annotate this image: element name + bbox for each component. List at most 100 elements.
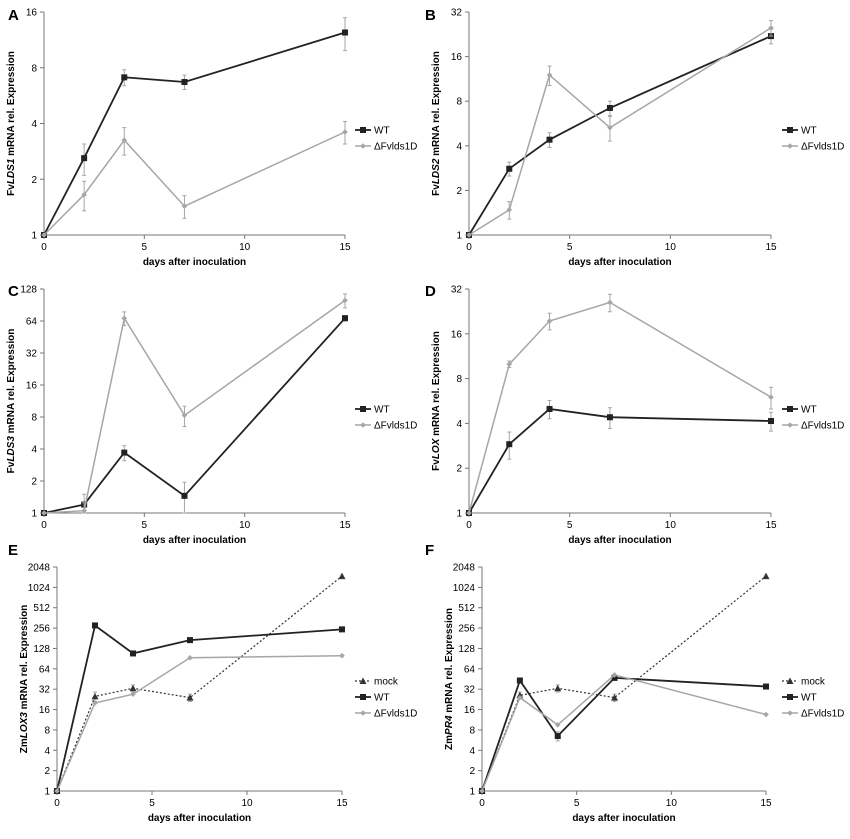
y-label-gene: LDS3 — [6, 436, 17, 462]
series-line — [56, 575, 343, 792]
data-point — [554, 684, 562, 692]
x-tick-label: 5 — [567, 242, 573, 253]
x-axis-label: days after inoculation — [572, 813, 675, 824]
data-point — [41, 232, 47, 238]
data-point — [546, 72, 553, 78]
data-point — [129, 684, 137, 692]
x-axis-label: days after inoculation — [143, 257, 246, 268]
data-point — [607, 299, 613, 306]
data-point — [81, 191, 87, 198]
panel-letter: F — [425, 542, 434, 559]
data-point — [506, 165, 513, 172]
y-axis-label: ZmPR4 mRNA rel. Expression — [444, 608, 455, 750]
series-mutant — [479, 672, 769, 794]
x-tick-label: 0 — [41, 242, 47, 253]
series-line — [56, 654, 343, 792]
y-tick-label: 1024 — [28, 583, 51, 594]
legend: WT ΔFvlds1D — [355, 126, 417, 153]
y-tick-label: 512 — [458, 603, 475, 614]
legend-label: mock — [374, 677, 399, 688]
x-tick-label: 10 — [239, 520, 251, 531]
y-tick-label: 64 — [39, 664, 51, 675]
data-point — [606, 414, 613, 421]
data-point — [338, 572, 346, 580]
data-point — [187, 637, 193, 644]
legend-label: ΔFvlds1D — [374, 709, 417, 720]
y-tick-label: 4 — [456, 419, 462, 430]
data-point — [516, 677, 523, 684]
y-axis-label: FvLDS2 mRNA rel. Expression — [431, 51, 442, 196]
data-point — [546, 318, 553, 324]
data-point — [339, 652, 345, 659]
y-tick-label: 1 — [456, 231, 462, 242]
data-point — [611, 694, 619, 701]
x-tick-label: 15 — [339, 520, 351, 531]
data-point — [607, 124, 613, 131]
data-point — [186, 694, 194, 701]
y-tick-label: 2 — [44, 766, 50, 777]
y-axis-label: ZmLOX3 mRNA rel. Expression — [19, 605, 30, 754]
y-label-gene: LDS2 — [431, 158, 442, 184]
data-point — [517, 694, 523, 701]
data-point — [479, 788, 485, 794]
legend-label: ΔFvlds1D — [374, 421, 417, 432]
x-tick-label: 15 — [760, 798, 772, 809]
x-tick-label: 0 — [466, 520, 472, 531]
y-tick-label: 4 — [31, 445, 37, 456]
y-tick-label: 32 — [451, 285, 463, 296]
panel-letter: E — [8, 542, 18, 559]
y-tick-label: 32 — [26, 349, 38, 360]
y-label-prefix: Fv — [431, 459, 442, 471]
x-axis-label: days after inoculation — [568, 257, 671, 268]
panel-letter: B — [425, 7, 436, 24]
y-axis-label: FvLOX mRNA rel. Expression — [431, 331, 442, 471]
legend-marker — [787, 143, 793, 149]
panel-letter: A — [8, 7, 19, 24]
legend-label: WT — [801, 693, 817, 704]
series-mutant — [54, 652, 345, 794]
series-wt — [479, 674, 769, 794]
data-point — [763, 711, 769, 718]
y-tick-label: 64 — [464, 664, 476, 675]
y-tick-label: 128 — [458, 644, 475, 655]
data-point — [187, 655, 193, 661]
legend-label: mock — [801, 677, 826, 688]
y-label-prefix: Fv — [6, 184, 17, 196]
data-point — [121, 315, 128, 322]
y-tick-label: 2 — [31, 175, 37, 186]
series-line — [43, 299, 346, 514]
series-line — [468, 301, 772, 514]
y-label-suffix: mRNA rel. Expression — [431, 331, 442, 438]
legend: WT ΔFvlds1D — [355, 405, 417, 432]
y-tick-label: 2048 — [453, 563, 476, 574]
x-tick-label: 0 — [479, 798, 485, 809]
data-point — [130, 650, 136, 657]
legend-label: ΔFvlds1D — [801, 142, 844, 153]
chart-panel-d: D 1 2 4 8 16 32 0 5 10 15 days after inoculation FvL… — [425, 283, 844, 546]
y-label-suffix: mRNA rel. Expression — [444, 608, 455, 715]
y-label-gene: PR4 — [444, 715, 455, 735]
data-point — [342, 29, 348, 36]
y-label-suffix: mRNA rel. Expression — [19, 605, 30, 712]
y-label-gene: LOX — [431, 437, 442, 459]
y-tick-label: 16 — [451, 329, 463, 340]
x-tick-label: 5 — [574, 798, 580, 809]
y-label-suffix: mRNA rel. Expression — [6, 329, 17, 436]
data-point — [466, 510, 472, 516]
legend-marker — [787, 710, 793, 716]
data-point — [91, 692, 99, 700]
legend-marker — [360, 406, 366, 412]
data-point — [339, 626, 345, 633]
legend-marker — [360, 710, 366, 716]
y-tick-label: 16 — [26, 381, 38, 392]
data-point — [554, 722, 561, 728]
y-tick-label: 4 — [456, 141, 462, 152]
y-tick-label: 1 — [469, 787, 475, 798]
legend-marker — [787, 127, 793, 133]
data-point — [768, 418, 774, 425]
legend-label: WT — [374, 126, 390, 137]
data-point — [342, 297, 348, 304]
y-label-prefix: Fv — [431, 184, 442, 196]
data-point — [506, 361, 513, 367]
data-point — [606, 104, 613, 111]
